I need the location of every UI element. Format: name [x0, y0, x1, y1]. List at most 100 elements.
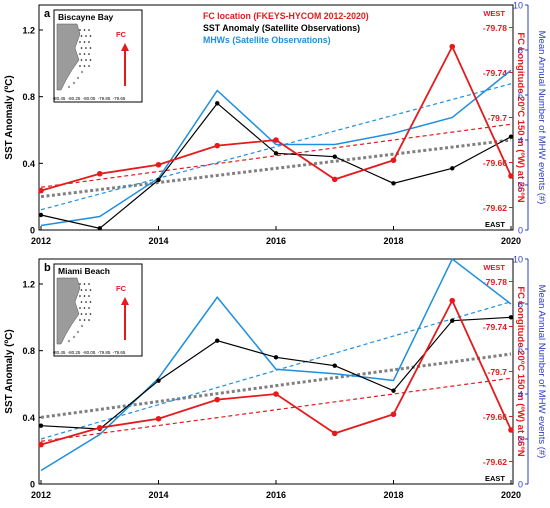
y3-axis-label: Mean Annual Number of MHW events (#) — [536, 31, 547, 205]
inset-x-tick-label: -79.65 — [113, 350, 126, 355]
inset-title: Miami Beach — [58, 266, 110, 276]
series-marker-right — [390, 411, 397, 418]
y2-tick-label: -79.78 — [483, 277, 507, 287]
inset-x-tick-label: -80.05 — [83, 350, 96, 355]
inset-island — [67, 339, 71, 343]
trendline-far-right — [40, 83, 512, 211]
legend-entry: FC location (FKEYS-HYCOM 2012-2020) — [203, 11, 369, 21]
x-tick-label: 2020 — [501, 236, 521, 246]
x-tick-label: 2016 — [266, 490, 286, 500]
y3-tick-label: 10 — [513, 1, 523, 11]
inset-grid-point — [85, 313, 87, 315]
inset-fc-label: FC — [116, 30, 127, 39]
inset-island — [72, 81, 76, 85]
x-tick-label: 2014 — [148, 236, 168, 246]
inset-grid-point — [89, 59, 92, 61]
inset-grid-point — [88, 307, 90, 309]
series-marker-right — [155, 415, 162, 422]
series-marker-left — [38, 212, 44, 218]
inset-x-tick-label: -80.25 — [68, 350, 81, 355]
y-tick-label: 0 — [30, 480, 35, 490]
inset-island — [72, 335, 76, 339]
series-marker-right — [38, 187, 44, 194]
y2-axis-label: FC Longitude 20ºC 150 m (ºW) at 26ºN — [515, 32, 526, 202]
inset-grid-point — [89, 35, 92, 37]
inset-fc-arrow-head — [121, 297, 129, 305]
series-marker-right — [331, 430, 338, 437]
inset-grid-point — [83, 65, 86, 67]
y3-tick-label: 4 — [518, 136, 523, 146]
inset-grid-point — [89, 301, 92, 303]
inset-x-tick-label: -80.25 — [68, 96, 81, 101]
y3-tick-label: 8 — [518, 46, 523, 56]
legend-entry: MHWs (Satellite Observations) — [203, 35, 331, 45]
y3-tick-label: 2 — [518, 181, 523, 191]
inset-grid-point — [79, 65, 81, 67]
x-tick-label: 2020 — [501, 490, 521, 500]
series-marker-right — [273, 137, 279, 143]
x-tick-label: 2012 — [31, 490, 51, 500]
inset-grid-point — [89, 313, 92, 315]
y2-tick-label: -79.62 — [483, 203, 507, 213]
y-tick-label: 1.2 — [22, 280, 35, 290]
y2-tick-label: -79.7 — [488, 367, 508, 377]
inset-grid-point — [88, 29, 90, 31]
series-marker-right — [96, 424, 103, 431]
chart-panel-a: a 0 0.4 0.8 1.2 SST Anomaly (ºC) 2012 2014 2016 2… — [4, 1, 547, 247]
inset-map: Biscayne Bay -80.45 -80.25 -80.05 -79.85 -79.… — [53, 9, 143, 103]
inset-grid-point — [79, 283, 81, 285]
inset-map: Miami Beach -80.45 -80.25 -80.05 -79.85 -79.6… — [53, 263, 143, 357]
y3-tick-label: 6 — [518, 91, 523, 101]
series-marker-left — [332, 363, 337, 368]
inset-grid-point — [83, 295, 86, 297]
y3-tick-label: 6 — [518, 345, 523, 355]
y2-tick-label: -79.62 — [483, 457, 507, 467]
inset-x-tick-label: -80.45 — [53, 96, 66, 101]
series-marker-left — [508, 315, 514, 320]
inset-grid-point — [85, 35, 87, 37]
y-tick-label: 0.8 — [22, 92, 35, 102]
series-marker-right — [508, 173, 514, 179]
y2-tick-label: -79.7 — [488, 113, 508, 123]
y-axis-label: SST Anomaly (ºC) — [4, 75, 15, 159]
inset-x-tick-label: -79.65 — [113, 96, 126, 101]
y2-west-label: WEST — [483, 9, 505, 18]
x-tick-label: 2012 — [31, 236, 51, 246]
inset-grid-point — [79, 295, 81, 297]
inset-grid-point — [80, 59, 83, 61]
y3-tick-label: 10 — [513, 255, 523, 265]
legend-entry: SST Anomaly (Satellite Observations) — [203, 23, 360, 33]
inset-grid-point — [80, 47, 83, 49]
inset-title: Biscayne Bay — [58, 12, 114, 22]
y2-tick-label: -79.66 — [483, 158, 507, 168]
series-marker-left — [391, 388, 396, 393]
inset-island — [76, 330, 80, 334]
panel-label: b — [44, 262, 51, 274]
series-marker-right — [449, 297, 456, 304]
series-marker-left — [273, 355, 279, 360]
series-marker-left — [97, 226, 102, 231]
series-line-far-right — [40, 69, 512, 227]
series-marker-left — [508, 134, 514, 139]
series-marker-right — [155, 161, 162, 168]
series-marker-left — [273, 151, 279, 156]
inset-grid-point — [88, 65, 90, 67]
inset-grid-point — [83, 319, 86, 321]
inset-x-tick-label: -80.05 — [83, 96, 96, 101]
inset-island — [80, 324, 84, 328]
inset-land — [56, 277, 81, 345]
inset-grid-point — [83, 307, 86, 309]
series-marker-left — [450, 166, 455, 171]
inset-island — [67, 85, 71, 89]
y2-tick-label: -79.74 — [483, 68, 507, 78]
inset-grid-point — [79, 53, 81, 55]
y3-axis-label: Mean Annual Number of MHW events (#) — [536, 285, 547, 459]
inset-grid-point — [80, 301, 83, 303]
series-marker-left — [156, 378, 161, 383]
series-marker-right — [38, 441, 44, 448]
inset-grid-point — [88, 319, 90, 321]
inset-grid-point — [79, 41, 81, 43]
series-marker-left — [215, 338, 220, 343]
x-tick-label: 2018 — [383, 236, 403, 246]
x-tick-label: 2014 — [148, 490, 168, 500]
